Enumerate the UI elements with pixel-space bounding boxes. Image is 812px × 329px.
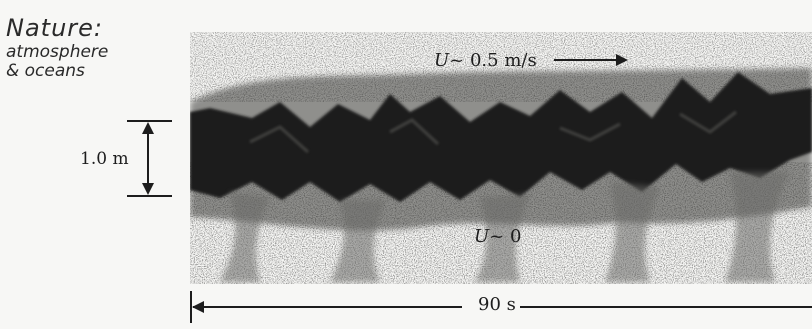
billow-highlights <box>249 110 737 154</box>
lower-velocity-value: ~ 0 <box>489 226 522 247</box>
upper-velocity-symbol: U <box>434 50 450 71</box>
lower-velocity-label: U~ 0 <box>474 226 521 247</box>
upper-velocity-label: U~ 0.5 m/s <box>434 50 537 71</box>
lower-plumes <box>220 172 790 282</box>
dark-mixing-layer <box>190 72 812 202</box>
time-scale-bar <box>190 291 812 323</box>
time-span-label: 90 s <box>478 294 516 315</box>
kelvin-helmholtz-wave-photo <box>190 32 812 284</box>
lower-velocity-symbol: U <box>474 226 490 247</box>
height-scale-bar <box>127 120 172 197</box>
flow-direction-arrow <box>554 54 628 66</box>
handwritten-line-oceans: & oceans <box>6 61 85 81</box>
height-scale-label: 1.0 m <box>80 149 129 169</box>
handwritten-title: Nature: <box>6 14 103 42</box>
upper-velocity-value: ~ 0.5 m/s <box>449 50 537 71</box>
handwritten-annotation: Nature: atmosphere & oceans <box>6 16 176 80</box>
handwritten-line-atmosphere: atmosphere <box>6 42 109 62</box>
